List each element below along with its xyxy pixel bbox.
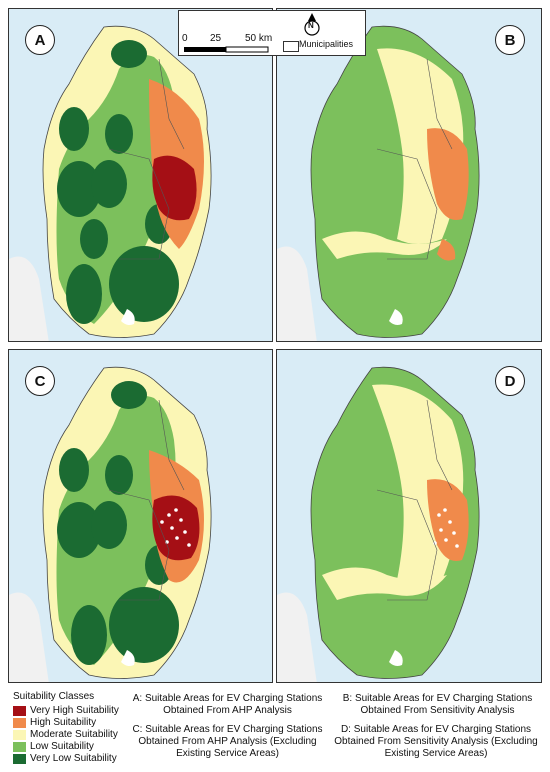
scale-bar-box: 0 25 50 km N Municipalities [178, 10, 366, 56]
legend-item: High Suitability [13, 717, 96, 728]
legend-swatch [13, 741, 26, 752]
legend-swatch [13, 705, 26, 716]
north-arrow-icon [304, 13, 320, 36]
legend-label: Very High Suitability [30, 705, 119, 716]
legend: Suitability Classes Very High Suitabilit… [0, 686, 550, 772]
legend-label: Moderate Suitability [30, 729, 118, 740]
caption-b: B: Suitable Areas for EV Charging Statio… [330, 693, 545, 717]
legend-swatch [13, 717, 26, 728]
municipalities-label: Municipalities [299, 39, 354, 49]
panel-label-a: A [25, 25, 55, 55]
legend-label: High Suitability [30, 717, 97, 728]
panel-label-d: D [495, 366, 525, 396]
legend-swatch [13, 753, 26, 764]
map-panel-c: C [8, 349, 273, 683]
caption-c-line: C: Suitable Areas for EV Charging Statio… [132, 724, 323, 735]
municipalities-swatch [283, 41, 299, 52]
scale-bar [184, 46, 269, 53]
panel-label-c: C [25, 366, 55, 396]
map-b-svg [277, 25, 480, 341]
caption-a-line: Obtained From AHP Analysis [163, 705, 292, 716]
map-panel-d: D [276, 349, 542, 683]
caption-d: D: Suitable Areas for EV Charging Statio… [325, 724, 547, 760]
caption-c-line: Existing Service Areas) [176, 748, 279, 759]
map-panel-b: B [276, 8, 542, 342]
caption-c-line: Obtained From AHP Analysis (Excluding [138, 736, 317, 747]
legend-label: Very Low Suitability [30, 753, 117, 764]
map-c-svg [9, 366, 212, 682]
caption-a-line: A: Suitable Areas for EV Charging Statio… [132, 693, 323, 704]
legend-label: Low Suitability [30, 741, 94, 752]
caption-d-line: Obtained From Sensitivity Analysis (Excl… [334, 736, 538, 747]
legend-title: Suitability Classes [13, 691, 95, 702]
panel-label-b: B [495, 25, 525, 55]
legend-item: Low Suitability [13, 741, 94, 752]
legend-item: Very Low Suitability [13, 753, 117, 764]
legend-swatch [13, 729, 26, 740]
scale-tick-0: 0 [182, 33, 188, 44]
map-panel-a: A [8, 8, 273, 342]
caption-b-line: Obtained From Sensitivity Analysis [360, 705, 515, 716]
caption-c: C: Suitable Areas for EV Charging Statio… [130, 724, 325, 760]
scale-tick-50: 50 km [245, 33, 273, 44]
north-label: N [308, 21, 314, 30]
existing-stations [433, 508, 459, 548]
caption-b-line: B: Suitable Areas for EV Charging Statio… [342, 693, 533, 704]
legend-item: Very High Suitability [13, 705, 119, 716]
map-a-svg [9, 25, 212, 341]
caption-d-line: D: Suitable Areas for EV Charging Statio… [340, 724, 532, 735]
caption-d-line: Existing Service Areas) [384, 748, 488, 759]
map-d-svg [277, 366, 480, 682]
existing-stations [160, 508, 191, 547]
scale-tick-25: 25 [210, 33, 222, 44]
legend-item: Moderate Suitability [13, 729, 118, 740]
caption-a: A: Suitable Areas for EV Charging Statio… [130, 693, 325, 717]
